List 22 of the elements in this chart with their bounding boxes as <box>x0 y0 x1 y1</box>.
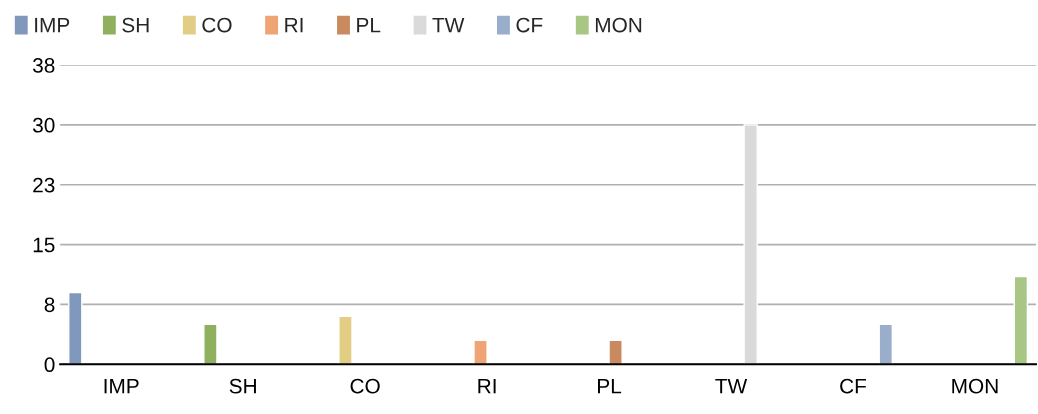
y-tick-label: 15 <box>33 237 55 253</box>
y-tick-label: 8 <box>44 297 55 313</box>
x-tick-label: SH <box>229 378 256 394</box>
y-tick-label: 38 <box>32 58 55 73</box>
legend-label: TW <box>432 17 465 33</box>
x-tick-label: PL <box>598 378 622 394</box>
x-tick-label: IMP <box>104 378 139 394</box>
y-tick-label: 23 <box>33 177 55 193</box>
legend-label: CF <box>516 17 543 33</box>
y-tick-label: 0 <box>44 357 55 373</box>
legend-label: IMP <box>35 17 70 33</box>
x-tick-label: RI <box>478 378 496 394</box>
legend-label: CO <box>202 17 232 33</box>
legend-label: MON <box>595 17 642 33</box>
x-tick-label: CO <box>350 378 380 394</box>
x-tick-label: CF <box>840 378 867 394</box>
x-tick-label: MON <box>952 378 998 394</box>
legend-label: PL <box>357 17 381 33</box>
legend-label: SH <box>122 17 149 33</box>
y-tick-label: 30 <box>32 117 55 133</box>
x-tick-label: TW <box>715 378 748 394</box>
legend-label: RI <box>285 17 303 33</box>
